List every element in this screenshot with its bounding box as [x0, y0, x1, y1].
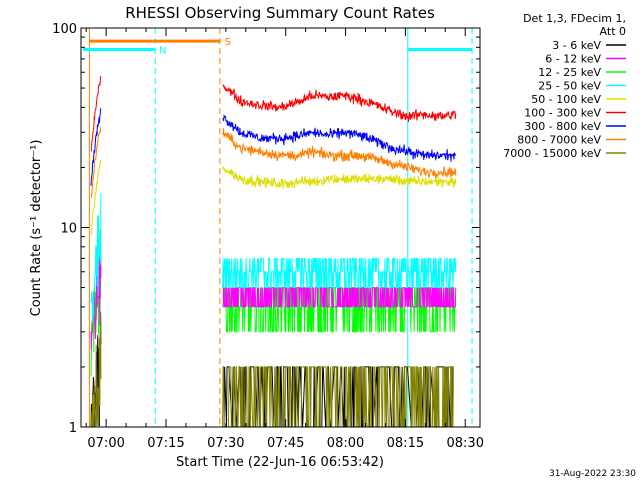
legend-entry-label: 50 - 100 keV [531, 93, 601, 106]
flag-label-1: N [159, 46, 166, 57]
legend-entry-label: 800 - 7000 keV [517, 134, 601, 147]
flag-label-0: S [225, 37, 231, 48]
y-tick-label: 10 [60, 222, 77, 237]
x-tick-label: 07:15 [147, 436, 184, 451]
chart-title: RHESSI Observing Summary Count Rates [125, 4, 435, 22]
legend-header: Det 1,3, FDecim 1, [523, 12, 626, 25]
series-25-50-kev [90, 193, 457, 324]
y-tick-label: 100 [52, 22, 77, 37]
series-800-7000-kev [90, 126, 457, 198]
y-axis-label: Count Rate (s⁻¹ detector⁻¹) [29, 140, 44, 317]
y-axis: 1 10 100 [52, 22, 480, 436]
legend-entry-label: 12 - 25 keV [538, 66, 601, 79]
x-axis-label: Start Time (22-Jun-16 06:53:42) [176, 455, 384, 470]
x-axis: 07:00 07:15 07:30 07:45 08:00 08:15 08:30 [85, 28, 484, 451]
x-tick-label: 08:30 [447, 436, 484, 451]
series-300-800-kev [90, 107, 457, 186]
legend-entry-label: 3 - 6 keV [552, 39, 601, 52]
legend-header: Att 0 [600, 25, 626, 38]
x-tick-label: 08:15 [387, 436, 424, 451]
y-tick-label: 1 [69, 421, 77, 436]
series-100-300-kev [90, 75, 457, 152]
legend-entry-label: 25 - 50 keV [538, 80, 601, 93]
x-tick-label: 07:30 [207, 436, 244, 451]
footer-timestamp: 31-Aug-2022 23:30 [549, 469, 636, 479]
legend-entry-label: 300 - 800 keV [524, 120, 601, 133]
legend-entry-label: 6 - 12 keV [545, 53, 601, 66]
x-tick-label: 08:00 [327, 436, 364, 451]
series-50-100-kev [90, 159, 457, 236]
x-tick-label: 07:00 [87, 436, 124, 451]
legend-entry-label: 100 - 300 keV [524, 107, 601, 120]
series-7000-15000-kev [90, 311, 454, 428]
x-tick-label: 07:45 [267, 436, 304, 451]
legend-entry-label: 7000 - 15000 keV [503, 147, 601, 160]
plot-area: SN [82, 28, 473, 428]
